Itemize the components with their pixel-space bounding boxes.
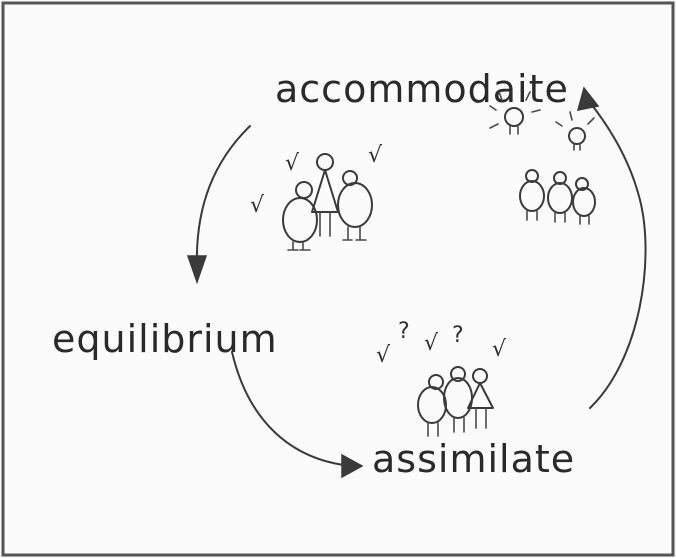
person-icon xyxy=(519,169,545,221)
check-mark-icon: √ xyxy=(285,151,300,176)
figures-group-ideas xyxy=(489,91,596,225)
check-mark-icon: √ xyxy=(376,343,391,368)
person-icon xyxy=(337,170,373,241)
figures-group-assimilate: ? ? √ √ √ xyxy=(376,319,507,437)
check-mark-icon: √ xyxy=(250,193,265,218)
equilibrium-label: equilibrium xyxy=(52,317,278,361)
question-mark-icon: ? xyxy=(398,319,410,344)
arrow-equilibrium-to-assimilate-icon xyxy=(231,351,364,479)
arrow-assimilate-to-accommodate-icon xyxy=(576,86,647,409)
question-mark-icon: ? xyxy=(452,323,464,348)
person-icon xyxy=(443,366,473,433)
check-mark-icon: √ xyxy=(492,337,507,362)
person-icon xyxy=(467,368,494,429)
person-icon xyxy=(417,374,447,437)
figures-group-accommodate: √ √ √ xyxy=(250,143,383,251)
person-icon xyxy=(572,177,596,225)
accommodate-label: accommodaite xyxy=(275,67,569,111)
lightbulb-icon xyxy=(489,91,541,135)
assimilate-label: assimilate xyxy=(372,437,575,481)
lightbulb-icon xyxy=(555,111,595,151)
check-mark-icon: √ xyxy=(424,331,439,356)
person-icon xyxy=(547,171,573,223)
person-icon xyxy=(282,181,318,251)
person-icon xyxy=(311,153,339,237)
arrow-accommodate-to-equilibrium-icon xyxy=(186,125,251,285)
check-mark-icon: √ xyxy=(368,143,383,168)
